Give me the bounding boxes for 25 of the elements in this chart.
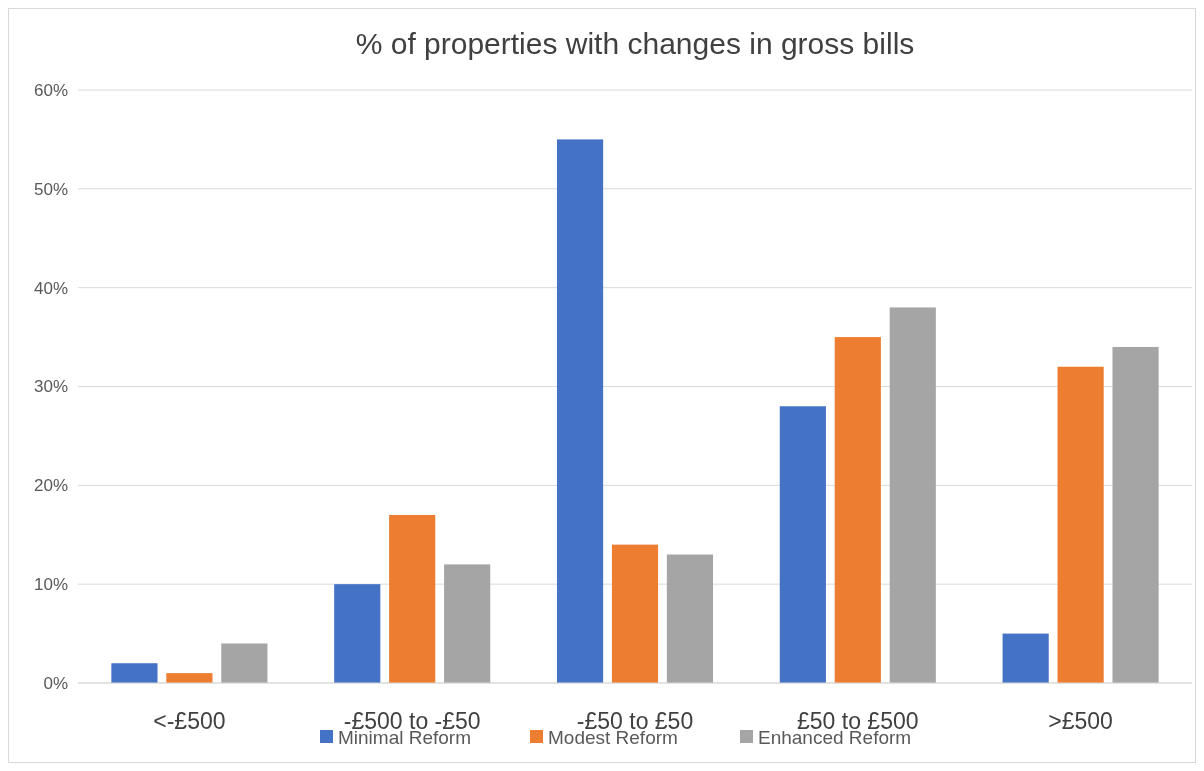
bar (666, 554, 714, 683)
bar (221, 643, 268, 683)
bar (889, 307, 936, 683)
y-tick-label: 30% (33, 377, 68, 397)
bar (1057, 366, 1104, 683)
x-tick-label: <-£500 (153, 708, 226, 734)
chart-title: % of properties with changes in gross bills (355, 27, 915, 60)
y-tick-label: 50% (33, 179, 68, 199)
bar (1112, 346, 1159, 683)
bar (389, 514, 436, 683)
bar (334, 584, 381, 683)
bar (1002, 633, 1049, 683)
y-tick-label: 0% (43, 673, 68, 693)
y-tick-label: 10% (33, 575, 68, 595)
bar (556, 139, 604, 683)
y-tick-label: 40% (33, 278, 68, 298)
bar (166, 673, 213, 683)
bar (834, 337, 881, 683)
x-tick-label: >£500 (1048, 708, 1113, 734)
bar (779, 406, 826, 683)
y-tick-label: 20% (33, 476, 68, 496)
bar (611, 544, 659, 683)
bar (111, 663, 158, 683)
bar (444, 564, 491, 683)
y-tick-label: 60% (33, 80, 68, 100)
